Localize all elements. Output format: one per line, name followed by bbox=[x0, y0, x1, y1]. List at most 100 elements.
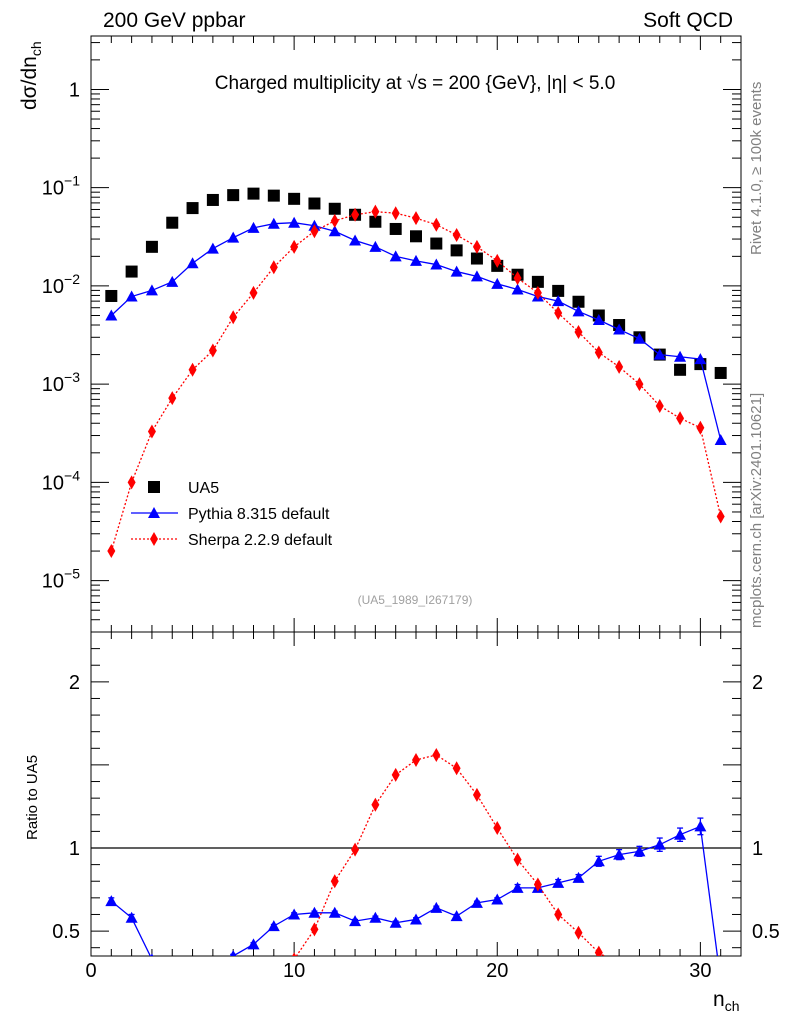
x-tick-label: 20 bbox=[486, 960, 508, 982]
ratio-series-pythia bbox=[105, 817, 719, 974]
ratio-point-pythia bbox=[674, 828, 687, 840]
main-y-tick-label: 10−1 bbox=[42, 173, 80, 200]
main-y-tick-label: 10−2 bbox=[42, 271, 80, 298]
ratio-point-sherpa bbox=[513, 852, 522, 867]
ratio-point-sherpa bbox=[574, 925, 583, 940]
ratio-point-pythia bbox=[150, 953, 154, 956]
main-point-ua5 bbox=[186, 202, 199, 215]
x-tick-label: 0 bbox=[85, 960, 96, 982]
main-point-pythia bbox=[389, 250, 402, 262]
ratio-point-sherpa bbox=[128, 1006, 136, 1020]
analysis-tag: (UA5_1989_I267179) bbox=[358, 593, 473, 607]
ratio-axis-ticks: 0.5 0.5 1 1 2 2 bbox=[52, 632, 780, 956]
legend-marker-sherpa bbox=[150, 532, 158, 546]
main-point-pythia bbox=[206, 242, 219, 254]
ratio-point-pythia bbox=[328, 906, 341, 918]
ratio-point-pythia bbox=[187, 963, 199, 974]
main-point-pythia bbox=[694, 353, 707, 365]
main-series-sherpa bbox=[107, 204, 725, 559]
ratio-point-pythia bbox=[430, 901, 443, 913]
ratio-line-sherpa bbox=[295, 754, 606, 956]
main-point-ua5 bbox=[105, 289, 118, 302]
main-point-sherpa bbox=[615, 359, 624, 374]
main-panel: 10−5 10−4 10−3 10−2 10−1 1 Charged multiplici… bbox=[18, 35, 742, 633]
main-y-tick-label: 10−5 bbox=[42, 566, 80, 593]
ratio-point-pythia bbox=[450, 910, 463, 922]
ratio-point-pythia bbox=[288, 908, 301, 920]
ratio-y-label: Ratio to UA5 bbox=[24, 755, 41, 840]
main-point-sherpa bbox=[452, 227, 461, 242]
ratio-point-sherpa bbox=[351, 842, 360, 857]
main-point-sherpa bbox=[412, 211, 420, 226]
ratio-point-pythia bbox=[653, 838, 666, 850]
legend-label-sherpa: Sherpa 2.2.9 default bbox=[188, 532, 333, 549]
main-point-pythia bbox=[186, 257, 199, 269]
main-point-sherpa bbox=[269, 260, 278, 275]
main-y-tick-label: 10−3 bbox=[42, 369, 80, 396]
main-point-ua5 bbox=[125, 265, 138, 278]
ratio-point-sherpa bbox=[391, 767, 400, 782]
main-point-sherpa bbox=[249, 285, 258, 300]
ratio-point-sherpa bbox=[594, 945, 603, 956]
main-point-pythia bbox=[410, 254, 422, 266]
main-point-sherpa bbox=[330, 213, 339, 228]
ratio-point-sherpa bbox=[493, 821, 502, 836]
main-point-ua5 bbox=[206, 193, 219, 206]
main-point-sherpa bbox=[594, 345, 603, 360]
header-left: 200 GeV ppbar bbox=[103, 9, 245, 32]
main-point-ua5 bbox=[552, 284, 565, 297]
main-point-pythia bbox=[328, 225, 341, 237]
ratio-point-sherpa bbox=[189, 1003, 197, 1017]
main-point-sherpa bbox=[635, 377, 644, 392]
x-axis-label: nch bbox=[713, 988, 739, 1014]
ratio-point-pythia bbox=[349, 915, 362, 927]
ratio-point-pythia bbox=[207, 958, 219, 969]
main-point-pythia bbox=[247, 221, 260, 233]
legend: UA5 Pythia 8.315 default Sherpa 2.2.9 de… bbox=[131, 480, 333, 549]
ratio-point-pythia bbox=[369, 911, 382, 923]
main-point-ua5 bbox=[674, 363, 687, 376]
chart-title: Charged multiplicity at √s = 200 {GeV}, … bbox=[215, 73, 616, 94]
ratio-point-sherpa bbox=[148, 1005, 156, 1019]
main-point-pythia bbox=[470, 270, 483, 282]
main-point-ua5 bbox=[227, 189, 240, 202]
ratio-point-sherpa bbox=[330, 874, 339, 889]
main-point-sherpa bbox=[432, 217, 441, 232]
main-point-sherpa bbox=[716, 509, 725, 524]
main-point-sherpa bbox=[351, 207, 360, 222]
legend-label-ua5: UA5 bbox=[188, 480, 219, 497]
ratio-point-pythia bbox=[308, 906, 321, 918]
ratio-point-sherpa bbox=[209, 1002, 217, 1016]
ratio-y-tick-label: 2 bbox=[69, 672, 80, 694]
main-point-pythia bbox=[450, 265, 463, 277]
ratio-series-layer bbox=[105, 747, 719, 1020]
ratio-point-sherpa bbox=[250, 991, 258, 1005]
main-point-ua5 bbox=[572, 295, 585, 308]
main-point-sherpa bbox=[147, 424, 156, 439]
header-right: Soft QCD bbox=[643, 9, 733, 32]
ratio-point-pythia bbox=[552, 876, 565, 888]
main-point-pythia bbox=[430, 258, 443, 270]
ratio-point-sherpa bbox=[412, 752, 420, 767]
main-point-ua5 bbox=[430, 237, 443, 250]
main-point-ua5 bbox=[166, 216, 179, 229]
ratio-point-sherpa bbox=[432, 747, 441, 762]
legend-marker-pythia bbox=[148, 507, 160, 518]
main-point-pythia bbox=[674, 350, 687, 362]
ratio-point-sherpa bbox=[554, 907, 563, 922]
main-point-sherpa bbox=[168, 391, 177, 406]
ratio-point-sherpa bbox=[270, 976, 278, 990]
ratio-point-pythia bbox=[229, 950, 237, 956]
main-y-tick-label: 10−4 bbox=[42, 467, 80, 494]
main-point-ua5 bbox=[247, 187, 260, 200]
ratio-point-pythia bbox=[694, 820, 707, 832]
main-point-sherpa bbox=[290, 239, 299, 254]
main-point-pythia bbox=[125, 290, 138, 302]
main-point-pythia bbox=[166, 275, 179, 287]
ratio-point-pythia bbox=[105, 895, 118, 907]
main-point-pythia bbox=[714, 434, 727, 446]
ratio-point-sherpa bbox=[472, 787, 481, 802]
x-tick-label: 10 bbox=[283, 960, 305, 982]
main-point-sherpa bbox=[391, 206, 400, 221]
main-point-sherpa bbox=[655, 398, 664, 413]
